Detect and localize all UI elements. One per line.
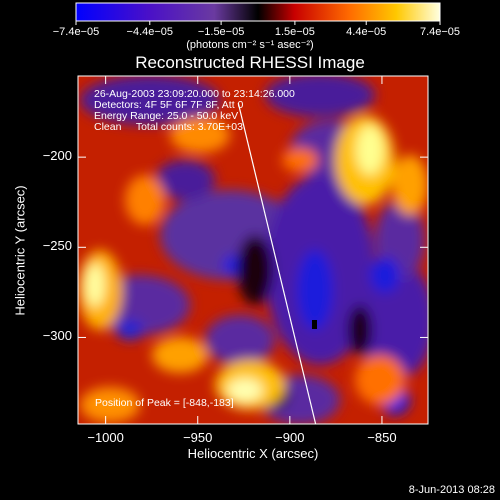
footer-timestamp: 8-Jun-2013 08:28 xyxy=(408,484,495,496)
colorbar-tick-label: 7.4e−05 xyxy=(419,26,461,38)
annotation-energy-range: Energy Range: 25.0 - 50.0 keV xyxy=(94,110,239,122)
colorbar-gradient xyxy=(75,2,441,22)
solar-limb-line xyxy=(237,102,317,424)
annotation-time-range: 26-Aug-2003 23:09:20.000 to 23:14:26.000 xyxy=(94,88,295,100)
x-tick-label: −1000 xyxy=(87,430,124,445)
annotation-clean-counts: Clean Total counts: 3.70E+03 xyxy=(94,121,243,133)
colorbar-tick-label: −1.5e−05 xyxy=(197,26,245,38)
colorbar xyxy=(75,2,441,25)
x-axis-label: Heliocentric X (arcsec) xyxy=(187,446,319,461)
y-tick-label: −250 xyxy=(42,238,72,254)
y-tick-label: −200 xyxy=(42,148,72,164)
x-tick-label: −850 xyxy=(367,430,397,445)
colorbar-tick-label: −7.4e−05 xyxy=(52,26,100,38)
colorbar-tick-label: 1.5e−05 xyxy=(274,26,315,38)
peak-marker xyxy=(312,320,317,329)
annotation-detectors: Detectors: 4F 5F 6F 7F 8F, Att 0 xyxy=(94,99,244,111)
y-axis-label: Heliocentric Y (arcsec) xyxy=(12,185,28,316)
y-tick-label: −300 xyxy=(42,328,72,344)
x-tick-label: −950 xyxy=(183,430,213,445)
plot-frame xyxy=(77,75,429,425)
colorbar-tick-label: 4.4e−05 xyxy=(346,26,387,38)
x-tick-label: −900 xyxy=(275,430,305,445)
colorbar-tick-label: −4.4e−05 xyxy=(126,26,174,38)
chart-title: Reconstructed RHESSI Image xyxy=(135,53,365,72)
colorbar-unit-label: (photons cm⁻² s⁻¹ asec⁻²) xyxy=(186,39,314,51)
annotation-peak-position: Position of Peak = [-848,-183] xyxy=(95,397,234,409)
